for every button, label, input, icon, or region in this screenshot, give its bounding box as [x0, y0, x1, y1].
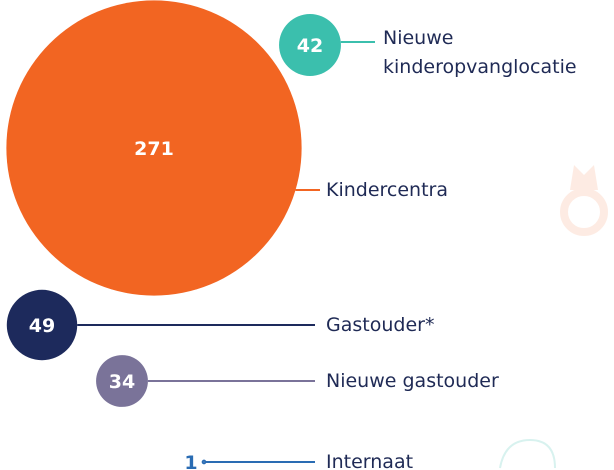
value-label: 1 [184, 452, 197, 470]
infographic: 42 271 49 34 1 Nieuwe kinderopvanglocatie Kin… [0, 0, 614, 470]
value-label: 49 [29, 315, 55, 337]
category-label: Nieuwe gastouder [326, 367, 606, 396]
category-label: Gastouder* [326, 311, 606, 340]
bubble [203, 461, 206, 464]
value-label: 34 [109, 371, 135, 393]
value-label: 271 [134, 138, 174, 160]
category-label: Kindercentra [326, 176, 606, 205]
category-label: Nieuwe kinderopvanglocatie [383, 24, 608, 82]
value-label: 42 [297, 35, 323, 57]
category-label: Internaat [326, 448, 606, 470]
